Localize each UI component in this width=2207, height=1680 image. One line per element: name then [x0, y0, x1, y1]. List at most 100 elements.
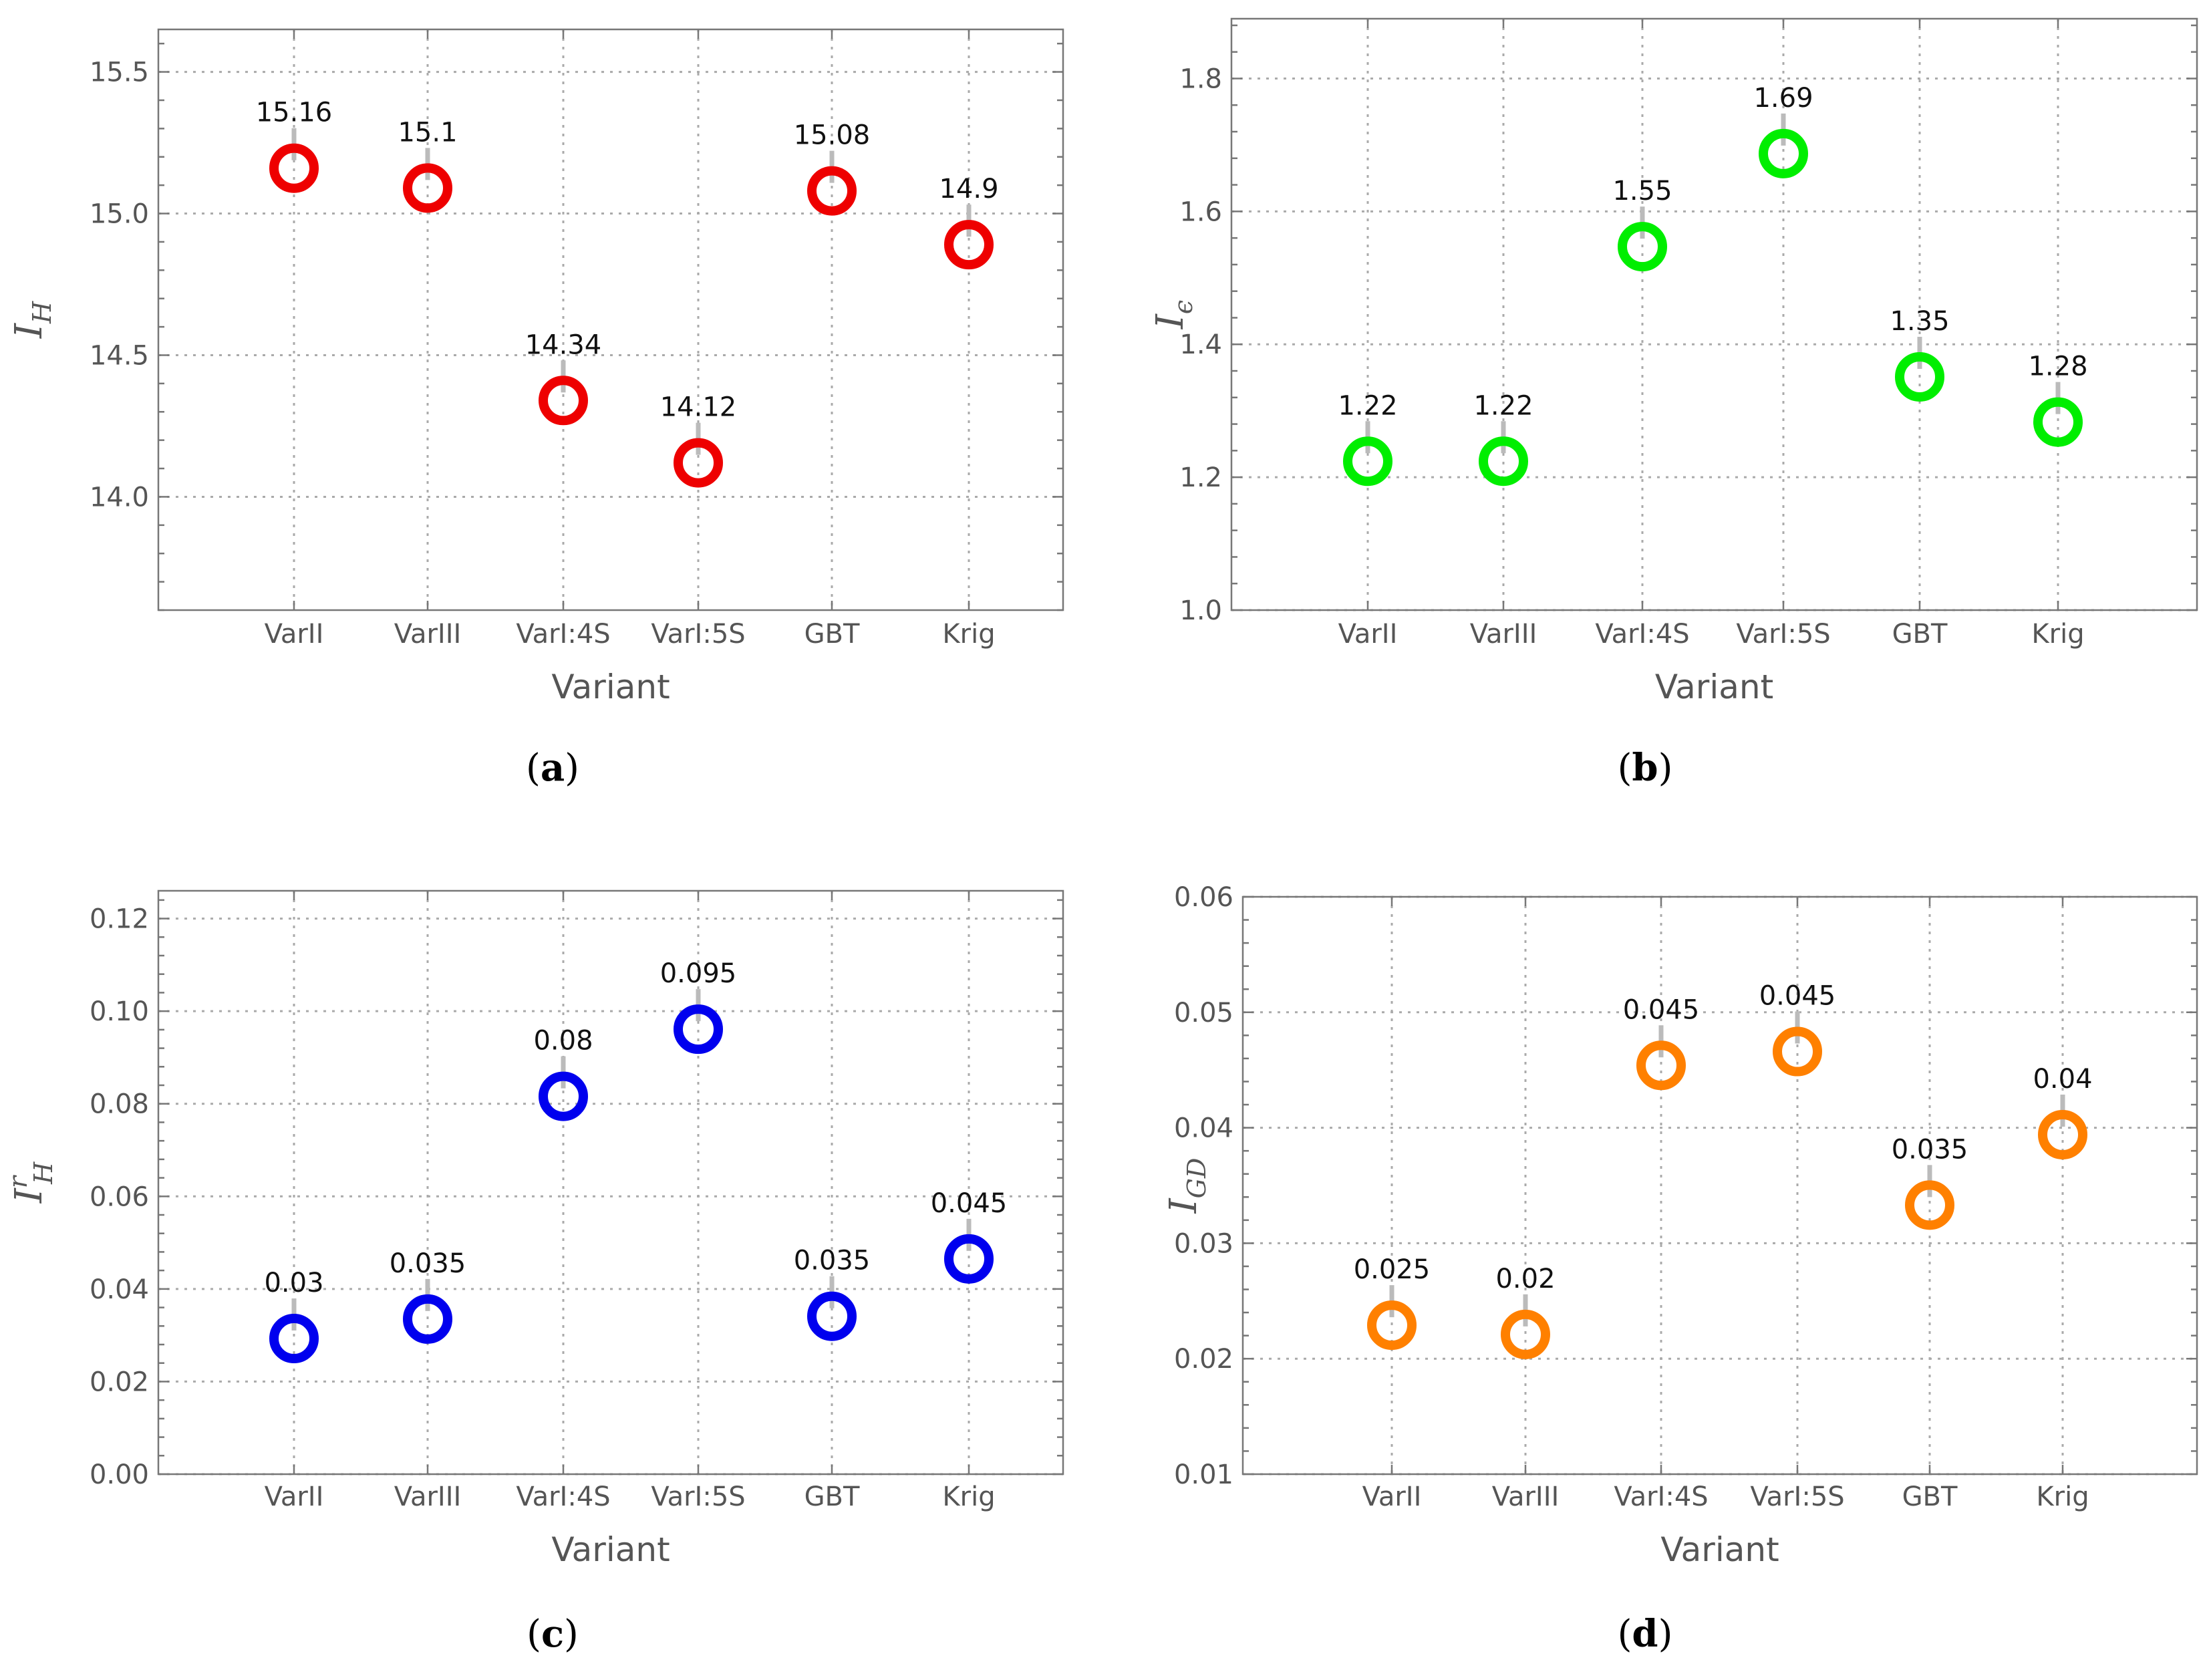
- data-label: 0.035: [390, 1248, 466, 1279]
- x-category-label: VarI:4S: [1614, 1482, 1708, 1512]
- x-category-label: GBT: [804, 619, 860, 650]
- x-category-label: Krig: [2036, 1482, 2089, 1512]
- caption-letter: b: [1632, 746, 1658, 790]
- data-point: [1501, 1309, 1550, 1359]
- data-label: 1.35: [1890, 306, 1949, 337]
- y-tick-label: 0.03: [1174, 1228, 1233, 1259]
- y-tick-label: 1.8: [1179, 63, 1222, 94]
- y-axis-title: IrH: [3, 1161, 58, 1204]
- data-label: 1.22: [1473, 390, 1533, 421]
- panel-caption: (a): [526, 746, 579, 790]
- y-tick-label: 1.2: [1179, 462, 1222, 493]
- data-label: 0.02: [1495, 1264, 1555, 1294]
- y-tick-label: 14.0: [90, 482, 149, 513]
- plot-frame: [157, 28, 1064, 611]
- data-label: 15.16: [256, 98, 333, 128]
- y-tick-label: 0.12: [90, 904, 149, 935]
- x-axis-title: Variant: [1655, 668, 1773, 706]
- x-category-label: Krig: [2031, 619, 2084, 650]
- y-axis-title-sup: r: [3, 1174, 33, 1188]
- y-tick-label: 0.00: [90, 1459, 149, 1490]
- data-point: [2038, 1109, 2087, 1159]
- data-point: [1759, 128, 1808, 178]
- x-category-label: VarII: [265, 619, 324, 650]
- data-label: 15.1: [398, 117, 457, 148]
- x-category-label: VarI:5S: [651, 619, 745, 650]
- panel-caption: (c): [527, 1612, 579, 1656]
- caption-letter: d: [1632, 1612, 1658, 1656]
- data-point: [1905, 1180, 1954, 1230]
- chart-panel-a: 14.0 14.5 15.0 15.5 VarII VarIII VarI:4S VarI:5…: [7, 28, 1064, 790]
- caption-close-paren: ): [1658, 746, 1673, 790]
- data-label: 14.34: [525, 329, 602, 360]
- x-category-label: VarI:4S: [1595, 619, 1689, 650]
- data-point: [269, 143, 319, 193]
- y-tick-label: 15.5: [90, 57, 149, 88]
- data-point: [403, 1294, 452, 1344]
- y-tick-label: 1.4: [1179, 329, 1222, 360]
- y-tick-label: 0.05: [1174, 998, 1233, 1028]
- data-point: [944, 1234, 994, 1284]
- x-category-label: VarII: [1338, 619, 1398, 650]
- data-label: 1.22: [1338, 390, 1397, 421]
- chart-panel-c: 0.00 0.02 0.04 0.06 0.08 0.10 0.12 VarII VarIII V…: [3, 889, 1064, 1656]
- y-axis-title: IGD: [1162, 1158, 1211, 1214]
- caption-open-paren: (: [527, 1613, 541, 1656]
- y-axis-title-main: I: [7, 322, 51, 339]
- y-axis-title-sub: H: [29, 1161, 58, 1185]
- panel-caption: (b): [1618, 746, 1673, 790]
- x-category-label: VarI:4S: [516, 1482, 610, 1512]
- data-label: 0.035: [1892, 1134, 1968, 1165]
- plot-frame: [1241, 895, 2198, 1476]
- grid: [1231, 19, 2197, 611]
- x-category-label: VarIII: [394, 1482, 462, 1512]
- x-category-label: VarIII: [1492, 1482, 1560, 1512]
- data-point: [539, 1071, 588, 1121]
- x-category-label: Krig: [942, 1482, 995, 1512]
- data-point: [944, 220, 994, 270]
- data-point: [674, 438, 723, 488]
- y-tick-label: 1.6: [1179, 196, 1222, 227]
- y-tick-label: 0.01: [1174, 1459, 1233, 1490]
- x-category-label: VarI:5S: [1750, 1482, 1844, 1512]
- caption-close-paren: ): [564, 1613, 579, 1656]
- y-tick-label: 15.0: [90, 199, 149, 230]
- x-category-label: VarI:5S: [651, 1482, 745, 1512]
- data-point: [1367, 1300, 1417, 1351]
- y-tick-label: 1.0: [1179, 595, 1222, 626]
- x-axis-title: Variant: [551, 668, 670, 706]
- y-tick-label: 0.02: [90, 1367, 149, 1397]
- chart-panel-b: 1.0 1.2 1.4 1.6 1.8 VarII VarIII VarI:4S VarI:5S…: [1149, 17, 2198, 790]
- y-axis-title-sub: H: [27, 301, 57, 324]
- data-point: [1343, 436, 1392, 486]
- data-label: 0.025: [1354, 1254, 1431, 1285]
- data-label: 0.08: [533, 1026, 593, 1057]
- x-category-label: GBT: [804, 1482, 860, 1512]
- x-category-label: GBT: [1902, 1482, 1958, 1512]
- data-label: 14.9: [939, 174, 998, 204]
- caption-close-paren: ): [565, 746, 579, 790]
- plot-frame: [157, 889, 1064, 1476]
- x-category-label: VarI:5S: [1736, 619, 1830, 650]
- x-category-label: VarIII: [1470, 619, 1537, 650]
- caption-letter: c: [541, 1612, 564, 1656]
- caption-close-paren: ): [1658, 1613, 1673, 1656]
- x-category-label: VarII: [265, 1482, 324, 1512]
- caption-open-paren: (: [1618, 746, 1632, 790]
- data-point: [1636, 1040, 1686, 1091]
- data-label: 14.12: [660, 392, 737, 423]
- data-label: 1.55: [1612, 176, 1672, 206]
- x-category-label: GBT: [1892, 619, 1948, 650]
- data-label: 0.03: [264, 1268, 323, 1298]
- y-tick-label: 0.08: [90, 1089, 149, 1120]
- y-axis-title: Iϵ: [1149, 300, 1198, 329]
- grid: [158, 29, 1063, 610]
- y-tick-label: 0.10: [90, 996, 149, 1027]
- data-label: 1.69: [1753, 83, 1813, 114]
- caption-open-paren: (: [526, 746, 541, 790]
- grid: [158, 891, 1063, 1476]
- y-tick-label: 14.5: [90, 340, 149, 371]
- y-axis-title-sub: ϵ: [1169, 300, 1198, 314]
- data-point: [539, 376, 588, 426]
